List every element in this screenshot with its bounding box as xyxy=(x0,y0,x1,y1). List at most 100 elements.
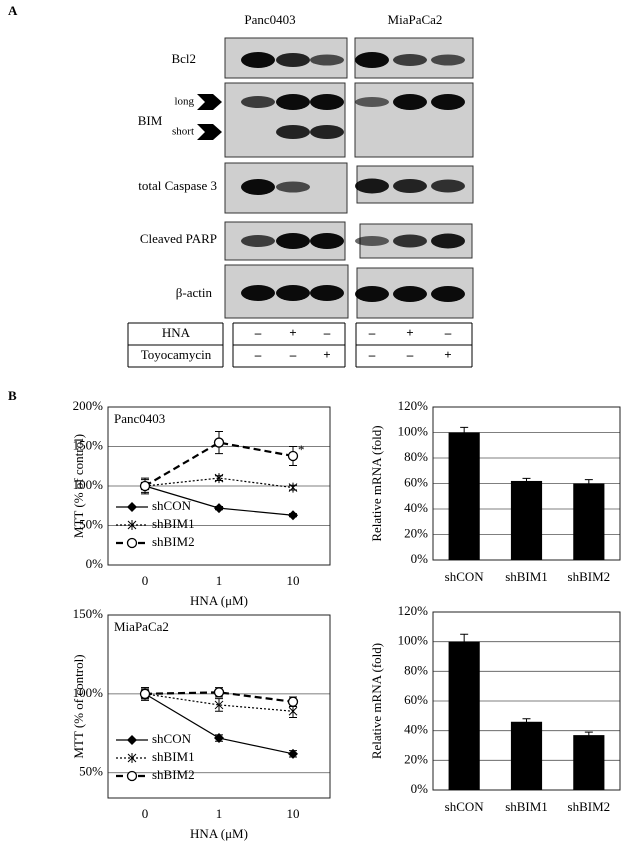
bar xyxy=(573,735,605,790)
band xyxy=(310,233,344,249)
band xyxy=(355,178,389,194)
y-tick-label: 80% xyxy=(404,449,428,464)
y-tick-label: 120% xyxy=(398,398,429,413)
legend-label: shCON xyxy=(152,731,192,746)
band xyxy=(310,94,344,110)
x-tick-label: shBIM2 xyxy=(568,799,611,814)
band xyxy=(276,233,310,249)
arrow xyxy=(197,124,222,140)
marker xyxy=(139,480,151,492)
legend-label: shCON xyxy=(152,498,192,513)
legend-marker xyxy=(126,537,138,549)
error-bar xyxy=(460,426,469,439)
x-axis-label: HNA (μM) xyxy=(190,593,248,608)
band xyxy=(393,286,427,302)
legend-marker xyxy=(127,502,137,512)
band xyxy=(276,285,310,301)
marker xyxy=(287,450,299,462)
y-tick-label: 20% xyxy=(404,525,428,540)
error-bar xyxy=(460,633,469,650)
blot-label: Cleaved PARP xyxy=(140,231,217,246)
marker xyxy=(214,699,224,710)
y-axis-label: Relative mRNA (fold) xyxy=(369,643,384,759)
panel-label: B xyxy=(8,388,17,403)
plot-title: MiaPaCa2 xyxy=(114,619,169,634)
band xyxy=(241,235,275,247)
band xyxy=(431,179,465,193)
x-tick-label: 0 xyxy=(142,806,149,821)
error-bar xyxy=(584,731,593,739)
band xyxy=(393,179,427,193)
x-tick-label: 10 xyxy=(287,806,300,821)
band-label: long xyxy=(174,96,194,108)
y-tick-label: 150% xyxy=(73,437,104,452)
y-tick-label: 50% xyxy=(79,764,103,779)
band xyxy=(241,96,275,108)
marker xyxy=(139,688,151,700)
band xyxy=(310,125,344,139)
bar xyxy=(510,721,543,790)
plot-frame xyxy=(107,614,331,799)
y-tick-label: 0% xyxy=(86,556,104,571)
band xyxy=(355,236,389,246)
marker xyxy=(213,437,225,448)
y-tick-label: 60% xyxy=(404,474,428,489)
arrow xyxy=(197,94,222,110)
series-line xyxy=(144,441,294,487)
marker xyxy=(288,748,298,759)
x-tick-label: 1 xyxy=(216,573,223,588)
bar xyxy=(448,432,480,560)
x-tick-label: shCON xyxy=(445,569,485,584)
band xyxy=(431,233,465,249)
y-tick-label: 150% xyxy=(73,606,104,621)
band xyxy=(241,285,275,301)
y-tick-label: 80% xyxy=(404,662,428,677)
x-axis-label: HNA (μM) xyxy=(190,826,248,841)
band xyxy=(431,286,465,302)
band xyxy=(241,179,275,195)
condition-label: HNA xyxy=(162,325,191,340)
y-tick-label: 200% xyxy=(73,398,104,413)
legend-label: shBIM1 xyxy=(152,516,195,531)
marker xyxy=(288,482,298,493)
band xyxy=(276,53,310,67)
band xyxy=(355,286,389,302)
bar xyxy=(448,641,480,790)
blot-label: Bcl2 xyxy=(171,51,196,66)
condition-label: Toyocamycin xyxy=(141,347,212,362)
condition-sign: – xyxy=(323,325,331,340)
y-tick-label: 0% xyxy=(411,551,429,566)
blot-label: BIM xyxy=(138,113,163,128)
y-tick-label: 100% xyxy=(73,685,104,700)
condition-sign: – xyxy=(289,347,297,362)
plot-title: Panc0403 xyxy=(114,411,165,426)
legend-marker xyxy=(127,520,137,530)
y-tick-label: 20% xyxy=(404,751,428,766)
x-tick-label: 1 xyxy=(216,806,223,821)
marker xyxy=(288,510,298,521)
y-tick-label: 40% xyxy=(404,500,428,515)
y-tick-label: 60% xyxy=(404,692,428,707)
column-header: MiaPaCa2 xyxy=(388,12,443,27)
x-tick-label: shBIM1 xyxy=(505,799,548,814)
x-tick-label: 0 xyxy=(142,573,149,588)
band xyxy=(310,54,344,66)
panel-label: A xyxy=(8,3,18,18)
condition-sign: – xyxy=(368,325,376,340)
series-line xyxy=(144,477,294,489)
legend-marker xyxy=(127,735,137,745)
y-tick-label: 100% xyxy=(398,633,429,648)
marker xyxy=(288,706,298,717)
marker xyxy=(213,687,225,698)
marker xyxy=(214,473,224,484)
condition-sign: + xyxy=(444,347,451,362)
x-tick-label: shBIM2 xyxy=(568,569,611,584)
blot-label: total Caspase 3 xyxy=(138,178,217,193)
error-bar xyxy=(522,718,531,726)
condition-sign: – xyxy=(406,347,414,362)
x-tick-label: shBIM1 xyxy=(505,569,548,584)
y-tick-label: 120% xyxy=(398,603,429,618)
band xyxy=(393,94,427,110)
band xyxy=(431,94,465,110)
